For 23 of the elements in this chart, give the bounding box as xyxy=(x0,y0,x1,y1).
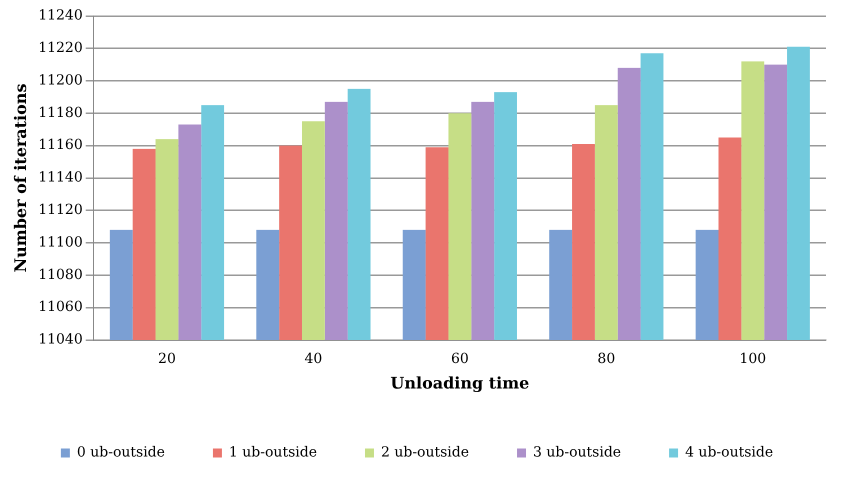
y-tick-label: 11220 xyxy=(38,40,83,56)
x-tick-label: 60 xyxy=(450,351,469,368)
y-tick-label: 11200 xyxy=(38,72,83,88)
legend-label: 1 ub-outside xyxy=(228,444,317,461)
y-tick-label: 11040 xyxy=(38,332,83,348)
y-tick-label: 11180 xyxy=(38,104,83,121)
legend-label: 3 ub-outside xyxy=(533,444,622,461)
y-tick-label: 11120 xyxy=(38,202,83,218)
x-tick-label: 40 xyxy=(304,351,322,368)
x-axis-title: Unloading time xyxy=(390,374,530,393)
legend-label: 4 ub-outside xyxy=(685,444,774,461)
y-tick-label: 11240 xyxy=(38,8,83,24)
y-tick-label: 11100 xyxy=(38,234,83,250)
y-tick-label: 11060 xyxy=(38,299,83,316)
y-tick-label: 11160 xyxy=(38,137,83,154)
legend-label: 0 ub-outside xyxy=(76,444,165,461)
y-tick-label: 11140 xyxy=(38,170,83,186)
y-tick-label: 11080 xyxy=(38,266,83,283)
x-tick-label: 100 xyxy=(739,351,766,368)
x-tick-label: 80 xyxy=(597,351,616,368)
legend-label: 2 ub-outside xyxy=(380,444,470,461)
x-tick-label: 20 xyxy=(158,351,176,368)
y-axis-title: Number of iterations xyxy=(10,84,30,272)
